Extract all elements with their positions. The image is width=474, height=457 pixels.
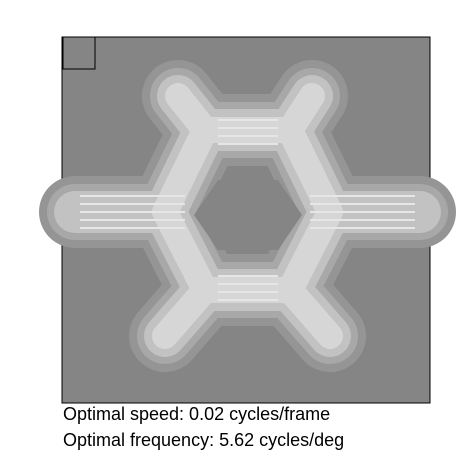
caption-frequency: Optimal frequency: 5.62 cycles/deg (63, 430, 344, 450)
caption-speed: Optimal speed: 0.02 cycles/frame (63, 404, 330, 424)
stripes (80, 119, 415, 301)
marker-box (62, 36, 96, 70)
stimulus-image (39, 36, 456, 404)
